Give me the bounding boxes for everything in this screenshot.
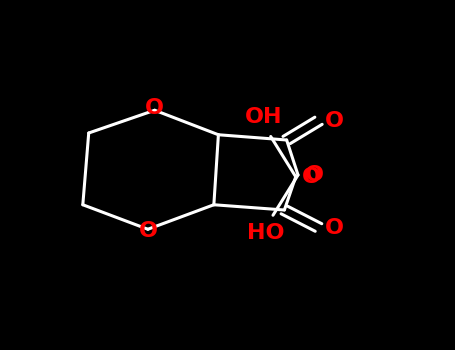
Text: O: O <box>302 167 321 187</box>
Text: O: O <box>325 111 344 131</box>
Text: O: O <box>145 98 164 119</box>
Text: O: O <box>304 165 324 185</box>
Text: O: O <box>325 217 344 238</box>
Text: HO: HO <box>248 223 285 243</box>
Text: O: O <box>138 221 157 241</box>
Text: OH: OH <box>245 107 283 127</box>
